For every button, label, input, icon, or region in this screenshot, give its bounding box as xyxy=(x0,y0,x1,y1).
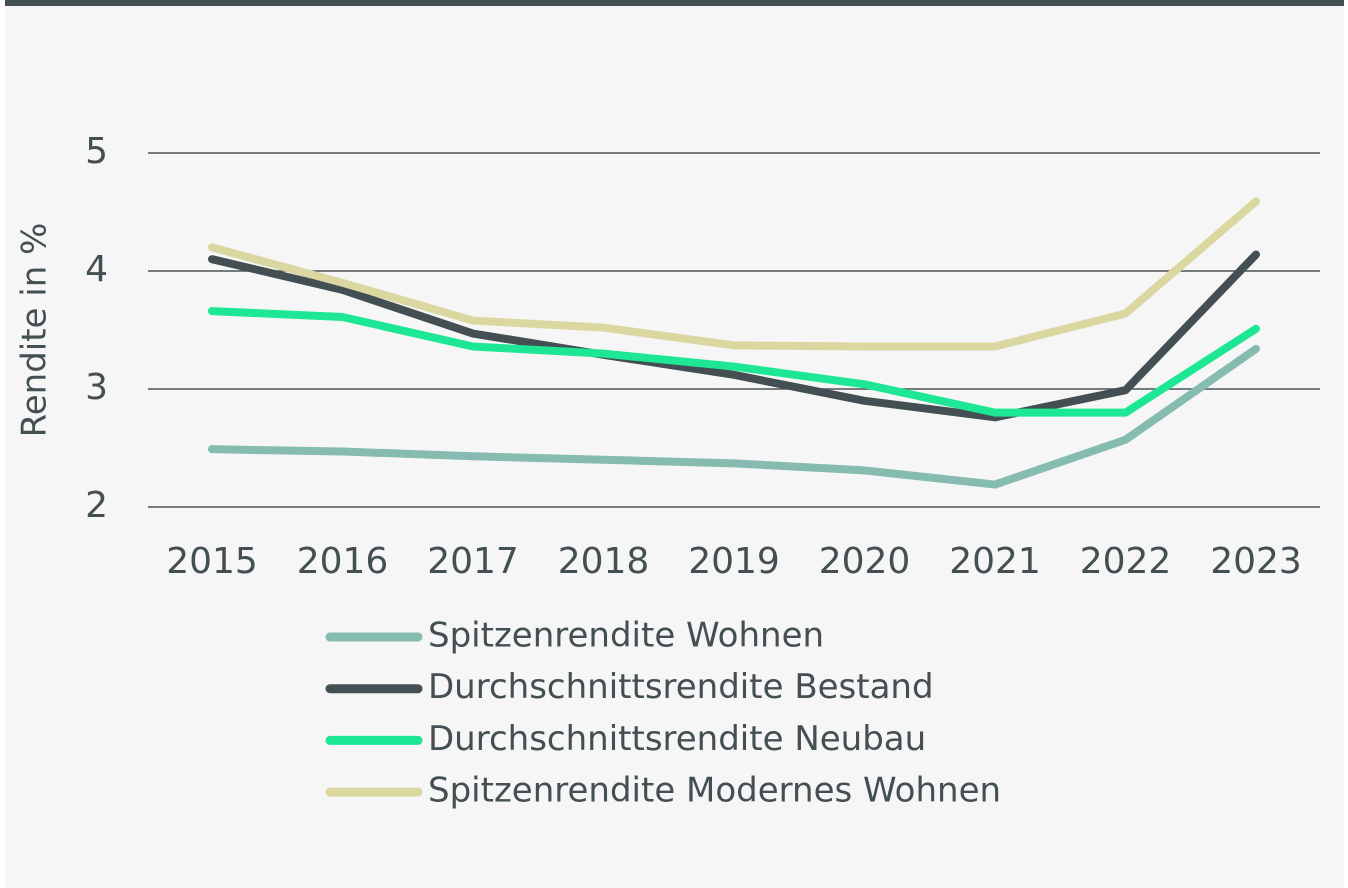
legend-label: Durchschnittsrendite Bestand xyxy=(428,667,934,707)
x-tick-label: 2018 xyxy=(558,541,650,582)
series-line xyxy=(208,250,1260,422)
x-tick-label: 2020 xyxy=(819,541,911,582)
legend-label: Spitzenrendite Modernes Wohnen xyxy=(428,771,1001,811)
legend-label: Spitzenrendite Wohnen xyxy=(428,616,824,656)
x-tick-label: 2015 xyxy=(166,541,258,582)
x-tick-label: 2022 xyxy=(1080,541,1172,582)
x-tick-label: 2017 xyxy=(427,541,519,582)
legend-label: Durchschnittsrendite Neubau xyxy=(428,719,926,759)
y-tick-label: 4 xyxy=(85,249,108,290)
series-line xyxy=(208,197,1260,351)
y-tick-label: 2 xyxy=(85,485,108,526)
x-tick-label: 2021 xyxy=(949,541,1041,582)
y-tick-label: 3 xyxy=(85,367,108,408)
y-axis-label: Rendite in % xyxy=(15,223,55,438)
series-line xyxy=(208,307,1260,417)
x-tick-label: 2019 xyxy=(688,541,780,582)
x-tick-label: 2023 xyxy=(1210,541,1302,582)
y-tick-label: 5 xyxy=(85,131,108,172)
series-line xyxy=(208,344,1260,489)
top-bar xyxy=(5,0,1344,6)
x-tick-label: 2016 xyxy=(297,541,389,582)
